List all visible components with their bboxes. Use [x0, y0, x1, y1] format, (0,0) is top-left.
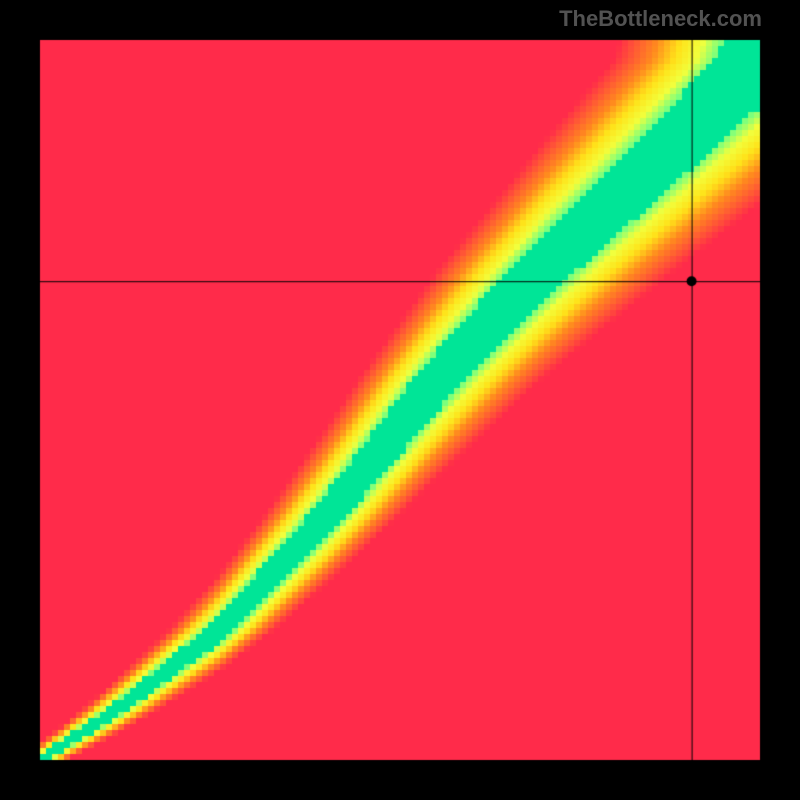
bottleneck-heatmap: [0, 0, 800, 800]
watermark-text: TheBottleneck.com: [559, 6, 762, 32]
chart-container: { "canvas": { "width": 800, "height": 80…: [0, 0, 800, 800]
